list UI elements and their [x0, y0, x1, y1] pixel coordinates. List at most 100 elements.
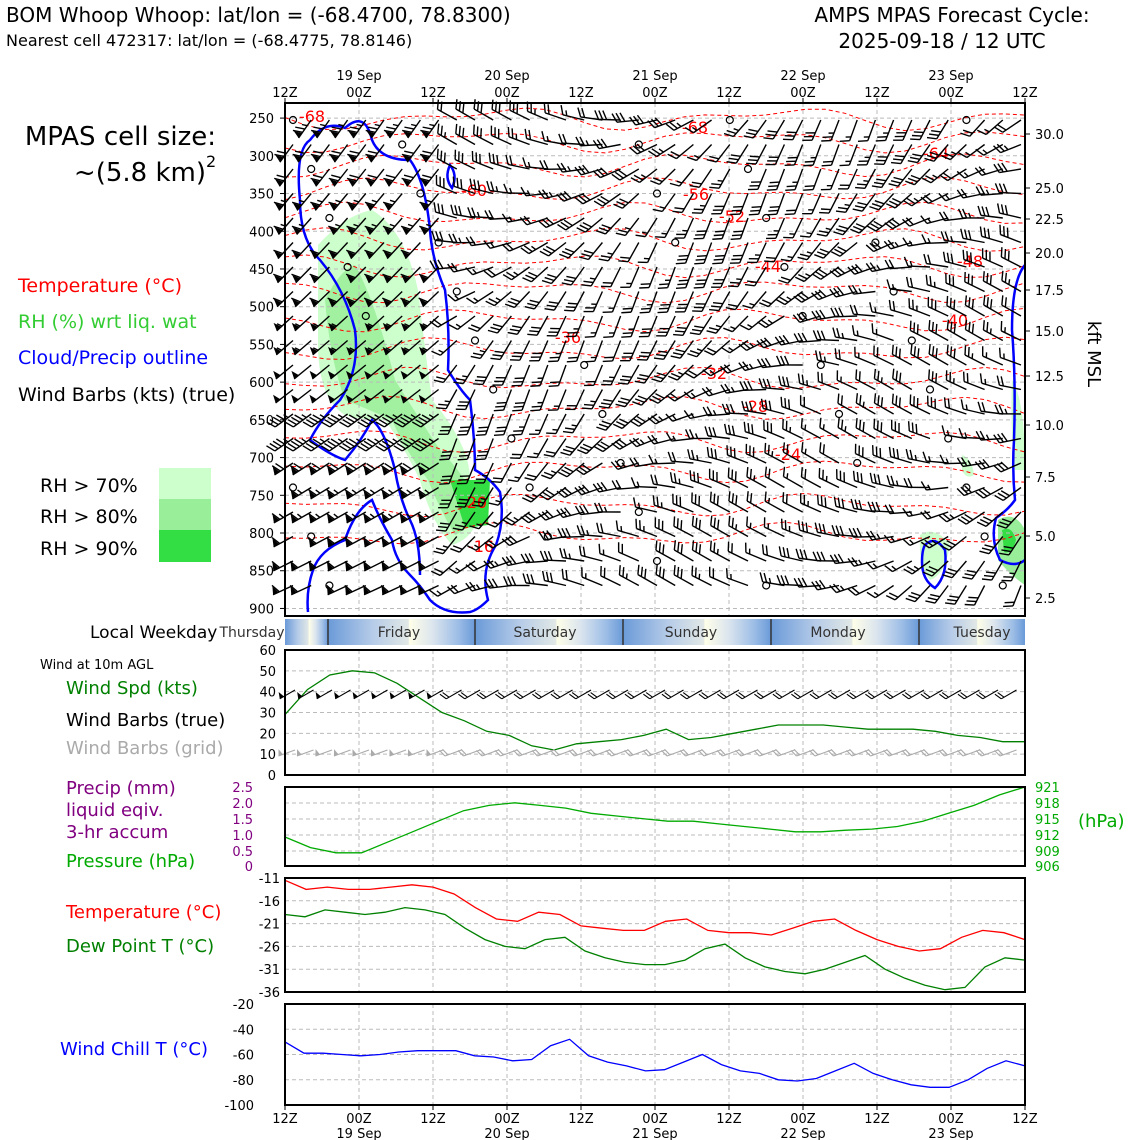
wind-barb — [754, 689, 777, 700]
rh80-region — [325, 265, 475, 535]
wind-barb — [426, 689, 444, 700]
wind-barb — [530, 364, 549, 387]
wind-barb — [273, 193, 294, 211]
wind-barb — [746, 144, 767, 165]
wind-barb — [647, 117, 676, 129]
wind-barb — [433, 202, 457, 219]
wind-barb — [869, 302, 894, 317]
wind-barb — [797, 242, 822, 261]
wind-barb — [938, 511, 967, 523]
wind-barb — [712, 217, 731, 240]
wind-barb — [925, 274, 949, 293]
wind-barb — [909, 320, 931, 342]
pressure-tick-label: 800 — [249, 527, 274, 542]
wind-barb — [400, 339, 421, 356]
bottom-hour-label: 00Z — [642, 1112, 668, 1127]
wind-barb — [709, 540, 731, 562]
kft-tick-label: 20.0 — [1035, 247, 1064, 262]
wind-barb — [655, 540, 676, 562]
wind-barb — [702, 406, 730, 417]
wind-barb — [584, 364, 604, 387]
wind-barb — [490, 340, 513, 361]
wind-barb — [527, 315, 549, 336]
wind-barb — [344, 462, 367, 476]
wind-barb — [399, 511, 421, 524]
swatch-rh80 — [159, 499, 211, 530]
wind-barb — [709, 491, 731, 513]
wind-barb — [648, 454, 676, 465]
wind-barb — [344, 511, 367, 524]
wind-barb — [847, 284, 876, 295]
wind-barb — [522, 266, 549, 283]
wind-barb — [925, 585, 949, 604]
bottom-hour-label: 12Z — [716, 1112, 742, 1127]
wind-barb — [541, 462, 567, 480]
wind-barb — [576, 525, 603, 538]
wind-barb — [996, 203, 1022, 219]
wind-barb — [957, 143, 986, 159]
wind-barb — [759, 290, 785, 308]
wind-barb — [400, 290, 421, 308]
wind-barb — [352, 749, 370, 757]
wind-barb — [748, 193, 767, 216]
wind-barb — [292, 144, 312, 163]
wind-barb — [346, 217, 367, 235]
legend-cloud: Cloud/Precip outline — [18, 347, 208, 369]
calm-circle — [288, 115, 298, 125]
wind-barb — [746, 516, 767, 538]
wind-barb — [892, 368, 913, 391]
wind-barb — [780, 518, 803, 538]
top-hour-label: 00Z — [346, 86, 372, 101]
wind10m-ytick-label: 10 — [259, 748, 276, 763]
wind-barb — [670, 340, 694, 359]
wind-barb — [271, 560, 294, 572]
wind-barb — [726, 144, 749, 164]
wind-barb — [345, 388, 367, 404]
wind-barb — [943, 397, 967, 415]
wind-barb — [865, 530, 894, 541]
wind-barb — [816, 494, 840, 513]
wind-barb — [309, 339, 330, 356]
wind-barb — [289, 560, 312, 572]
wind-barb — [956, 485, 985, 497]
wind-barb — [905, 448, 931, 464]
wind-barb — [884, 504, 912, 515]
wind-barb — [994, 119, 1022, 133]
wind-barb — [399, 462, 421, 476]
wind-barb — [993, 143, 1022, 154]
wind-barb — [728, 491, 749, 513]
wind-barb — [743, 119, 767, 139]
wind-barb — [757, 315, 785, 329]
wind-barb — [452, 511, 476, 531]
wind-barb — [582, 389, 604, 410]
wind-barb — [328, 193, 349, 211]
wind-barb — [635, 217, 658, 238]
rh90-region — [450, 480, 490, 528]
wind-barb — [291, 242, 312, 260]
wind-barb — [309, 242, 330, 260]
pressure-tick-label: 600 — [249, 376, 274, 391]
wind-barb — [401, 144, 421, 163]
wind-barb — [452, 176, 476, 195]
wind-barb — [617, 364, 640, 385]
wind-barb — [456, 462, 476, 485]
wind-barb — [654, 517, 676, 538]
calm-circle — [652, 189, 662, 198]
wind-barb — [344, 584, 367, 596]
wind-barb — [483, 240, 512, 250]
wind-barb — [468, 315, 494, 333]
wind-barb — [559, 547, 585, 562]
top-date-label: 21 Sep — [632, 69, 677, 84]
wind-barb — [778, 266, 804, 284]
wind-barb — [708, 291, 731, 312]
wind-barb — [721, 339, 749, 354]
wind-barb — [657, 266, 676, 290]
profile-panel: 250 300 350 400 450 500 550 600 650 700 750 800 850 9… — [249, 98, 1064, 617]
wind-barb — [309, 266, 330, 284]
wind-barb — [284, 437, 312, 452]
wind-barb — [346, 193, 367, 211]
wind-barb — [820, 168, 840, 191]
calm-circle — [780, 262, 789, 272]
wind-barb — [291, 339, 312, 356]
temp-ytick-label: -11 — [259, 872, 280, 887]
